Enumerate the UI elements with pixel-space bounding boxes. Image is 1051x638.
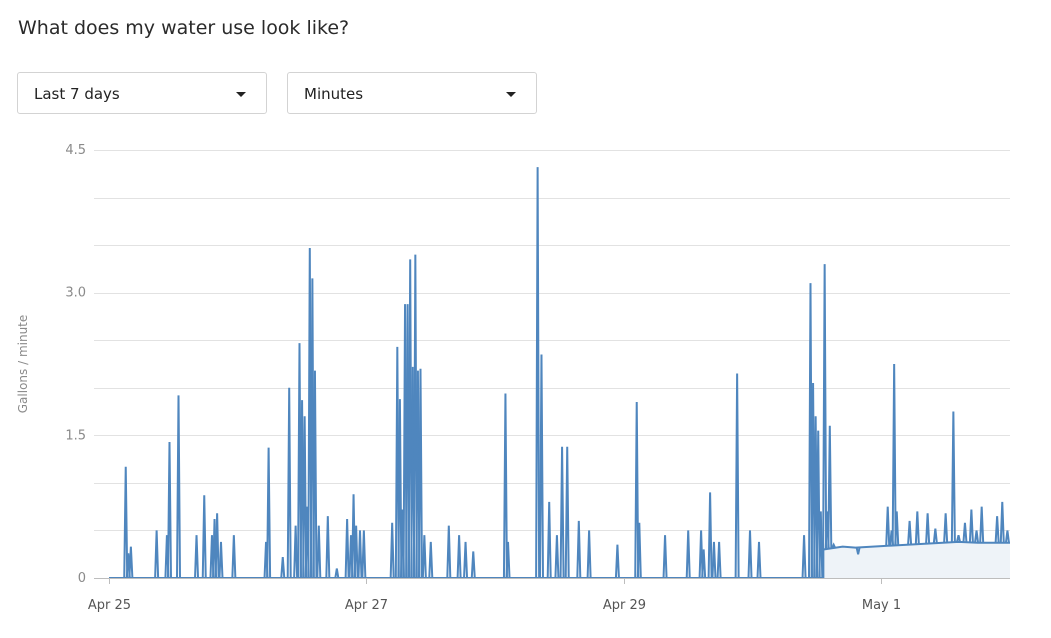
data-point xyxy=(456,535,462,579)
data-point xyxy=(123,466,129,579)
data-point xyxy=(546,501,552,579)
data-point xyxy=(932,528,938,544)
series-line xyxy=(109,540,1010,579)
data-point xyxy=(334,568,340,579)
data-point xyxy=(827,425,833,549)
x-tick-label: May 1 xyxy=(862,598,901,613)
data-point xyxy=(535,167,541,579)
data-point xyxy=(734,373,740,579)
data-point xyxy=(446,525,452,579)
data-point xyxy=(417,368,423,579)
caret-down-icon xyxy=(236,92,246,97)
data-point xyxy=(855,547,861,555)
x-tick-label: Apr 29 xyxy=(603,598,646,613)
data-point xyxy=(962,522,968,543)
data-point xyxy=(586,530,592,579)
data-point xyxy=(636,522,642,579)
data-point xyxy=(214,513,220,579)
data-point xyxy=(747,530,753,579)
data-point xyxy=(943,513,949,543)
data-point xyxy=(280,557,286,579)
date-range-select[interactable]: Last 7 days xyxy=(17,72,267,114)
y-tick-label: 4.5 xyxy=(65,143,86,158)
data-point xyxy=(914,511,920,545)
data-point xyxy=(999,501,1005,543)
data-point xyxy=(818,511,824,579)
data-point xyxy=(554,535,560,579)
data-point xyxy=(166,441,172,579)
data-point xyxy=(907,520,913,545)
data-point xyxy=(956,534,961,543)
data-point xyxy=(564,446,570,579)
data-point xyxy=(194,535,200,579)
data-point xyxy=(293,525,299,579)
data-point xyxy=(538,354,544,579)
data-point xyxy=(1004,530,1010,543)
y-tick-label: 1.5 xyxy=(65,428,86,443)
data-point xyxy=(707,492,713,579)
data-point xyxy=(614,544,620,579)
data-point xyxy=(994,516,1000,543)
data-point xyxy=(822,264,828,550)
data-point xyxy=(428,541,434,579)
data-point xyxy=(634,402,640,579)
data-point xyxy=(891,363,897,546)
data-point xyxy=(979,506,985,543)
data-point xyxy=(344,519,350,579)
data-point xyxy=(231,535,237,579)
data-point xyxy=(711,541,717,579)
y-tick-label: 0 xyxy=(78,571,86,586)
x-tick-label: Apr 27 xyxy=(345,598,388,613)
data-point xyxy=(502,393,508,579)
data-point xyxy=(463,541,469,579)
granularity-value: Minutes xyxy=(304,85,364,103)
caret-down-icon xyxy=(506,92,516,97)
chart-axes: 0 1.5 3.0 4.5 Apr 25 Apr 27 Apr 29 May 1 xyxy=(65,143,1010,613)
data-point xyxy=(815,430,821,579)
granularity-select[interactable]: Minutes xyxy=(287,72,537,114)
data-point xyxy=(662,535,668,579)
page-title: What does my water use look like? xyxy=(18,17,350,39)
data-point xyxy=(302,416,308,579)
data-point xyxy=(286,387,292,579)
data-point xyxy=(950,411,956,543)
data-point xyxy=(154,530,160,579)
data-point xyxy=(353,525,359,579)
y-axis-label: Gallons / minute xyxy=(16,315,30,414)
data-point xyxy=(325,516,331,579)
spike-lines xyxy=(123,167,1010,579)
data-point xyxy=(974,530,980,543)
y-tick-label: 3.0 xyxy=(65,286,86,301)
data-point xyxy=(701,549,707,579)
data-point xyxy=(421,535,427,579)
data-point xyxy=(218,541,224,579)
chart-grid xyxy=(94,150,1010,579)
data-point xyxy=(716,541,722,579)
data-point xyxy=(925,513,931,544)
data-point xyxy=(894,511,900,546)
data-point xyxy=(357,530,363,579)
data-point xyxy=(201,495,207,579)
data-point xyxy=(470,551,476,579)
data-point xyxy=(685,530,691,579)
settled-area xyxy=(823,541,1010,578)
data-point xyxy=(128,546,134,579)
data-point xyxy=(397,399,403,579)
data-point xyxy=(316,525,322,579)
data-point xyxy=(266,447,272,579)
data-point xyxy=(801,535,807,579)
data-point xyxy=(312,370,318,579)
data-point xyxy=(968,509,974,543)
data-point xyxy=(505,541,511,579)
data-point xyxy=(885,506,891,546)
data-point xyxy=(389,522,395,579)
data-point xyxy=(559,446,565,579)
x-tick-label: Apr 25 xyxy=(88,598,131,613)
data-point xyxy=(756,541,762,579)
date-range-value: Last 7 days xyxy=(34,85,120,103)
data-point xyxy=(361,530,367,579)
data-point xyxy=(576,520,582,579)
data-point xyxy=(176,395,182,579)
